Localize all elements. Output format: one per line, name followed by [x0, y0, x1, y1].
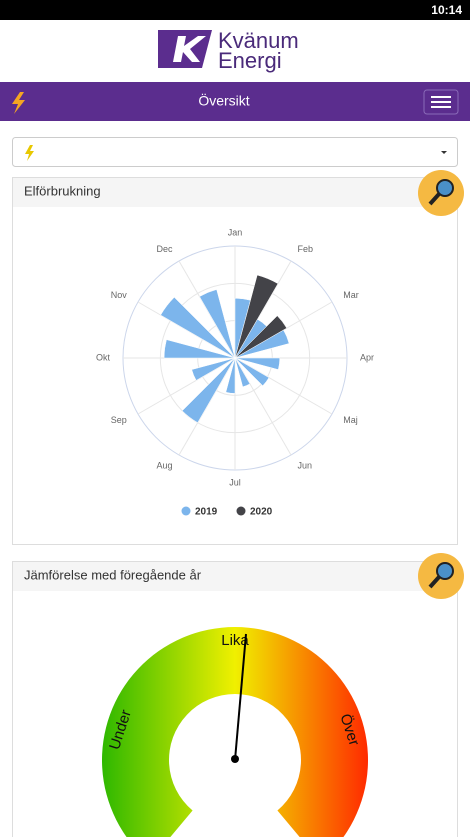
- bar: [225, 357, 236, 394]
- bar: [234, 357, 281, 370]
- card-header: [13, 178, 457, 207]
- axis-label: Feb: [298, 244, 314, 254]
- bar: [191, 357, 236, 381]
- bar: [181, 357, 236, 424]
- bar: [160, 296, 236, 359]
- bar: [234, 357, 270, 387]
- card-title: Jämförelse med föregående år: [24, 567, 202, 582]
- logo-text: Energi: [218, 48, 282, 73]
- legend-label: 2019: [195, 507, 218, 518]
- bar: [234, 357, 251, 388]
- card-title: Elförbrukning: [24, 183, 101, 198]
- logo: Kvänum Energi: [158, 28, 299, 73]
- axis-label: Aug: [156, 461, 172, 471]
- card: [12, 561, 458, 837]
- legend-swatch: [236, 506, 246, 516]
- axis-label: Nov: [111, 290, 128, 300]
- axis-label: Maj: [343, 415, 358, 425]
- axis-label: Jan: [228, 227, 243, 237]
- gauge: Lika Under Över: [102, 627, 368, 837]
- axis-label: Sep: [111, 415, 127, 425]
- axis-label: Mar: [343, 290, 359, 300]
- axis-label: Jul: [229, 477, 241, 487]
- bar: [163, 339, 236, 359]
- legend-swatch: [181, 506, 191, 516]
- needle-pivot: [231, 755, 239, 763]
- bar: [234, 274, 279, 359]
- legend-label: 2020: [250, 507, 273, 518]
- menu-button[interactable]: [423, 89, 459, 115]
- nav-bar: [0, 82, 470, 121]
- needle: [234, 633, 247, 761]
- axis-label: Jun: [298, 461, 313, 471]
- gauge-label: Lika: [221, 632, 249, 649]
- dropdown[interactable]: [12, 137, 458, 167]
- clock: 10:14: [431, 3, 462, 17]
- gauge-arc: [102, 627, 368, 837]
- status-bar: [0, 0, 470, 20]
- zoom-button[interactable]: [418, 553, 464, 599]
- bar: [234, 315, 288, 359]
- bolt-icon: [12, 92, 25, 114]
- zoom-button[interactable]: [418, 170, 464, 216]
- axis-label: Dec: [156, 244, 173, 254]
- bar: [199, 289, 236, 359]
- logo-text: Kvänum: [218, 28, 299, 53]
- nav-title: Översikt: [198, 92, 249, 109]
- card-header: [13, 562, 457, 591]
- axis-label: Okt: [96, 352, 111, 362]
- axis-label: Apr: [360, 352, 374, 362]
